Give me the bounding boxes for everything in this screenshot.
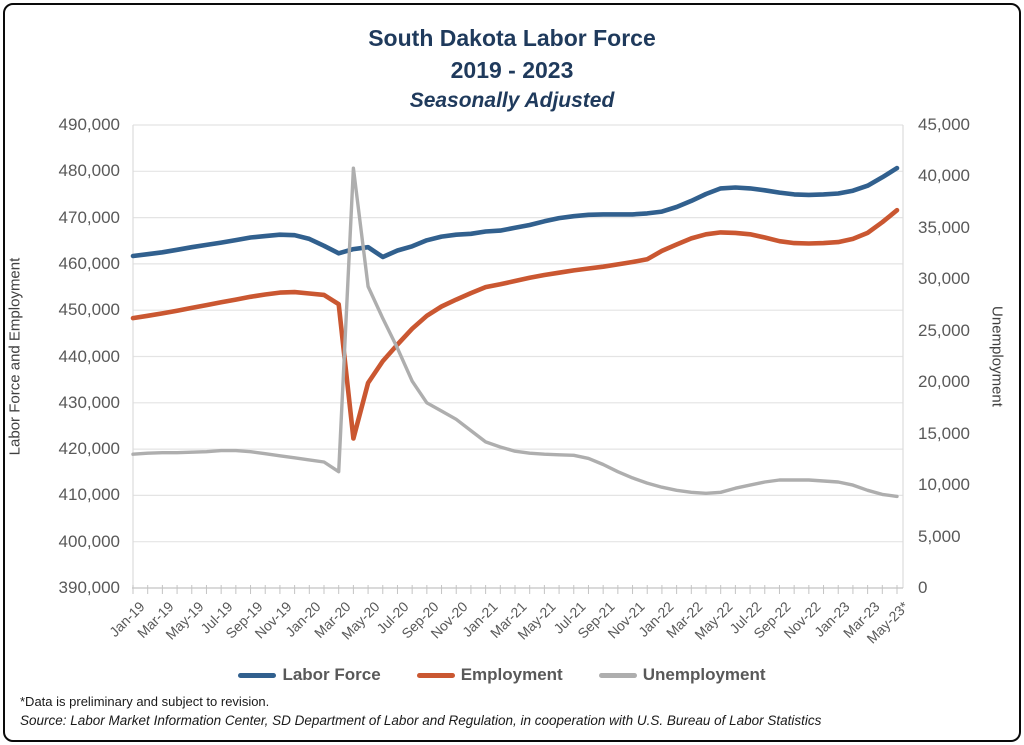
left-axis-tick-label: 470,000 <box>58 207 120 227</box>
left-axis-title: Labor Force and Employment <box>6 257 24 456</box>
chart-subtitle-seasonal: Seasonally Adjusted <box>409 89 615 112</box>
left-axis-tick-label: 400,000 <box>58 531 120 551</box>
unemployment-line <box>131 166 899 499</box>
labor-force-line-swatch <box>238 672 277 678</box>
legend-item-labor-force: Labor Force <box>238 665 381 685</box>
right-axis-tick-label: 30,000 <box>918 269 970 289</box>
left-axis-tick-label: 490,000 <box>58 115 120 134</box>
employment-line-swatch <box>416 672 455 678</box>
legend-item-employment: Employment <box>416 665 563 685</box>
right-axis-tick-label: 5,000 <box>918 526 961 546</box>
plot-area-svg <box>130 124 904 594</box>
left-axis-tick-label: 430,000 <box>58 392 120 412</box>
unemployment-line-swatch <box>598 672 637 678</box>
right-axis-tick-label: 0 <box>918 578 928 597</box>
right-axis-tick-label: 10,000 <box>918 475 970 495</box>
left-axis-tick-label: 450,000 <box>58 300 120 320</box>
left-axis-tick-label: 410,000 <box>58 485 120 505</box>
left-axis-tick-label: 460,000 <box>58 253 120 273</box>
legend-label-unemployment: Unemployment <box>642 665 766 684</box>
footnote-source: Source: Labor Market Information Center,… <box>20 713 822 728</box>
chart-title: South Dakota Labor Force <box>368 25 656 51</box>
left-axis-tick-label: 390,000 <box>58 578 120 597</box>
right-axis-title: Unemployment <box>988 306 1006 407</box>
right-axis-tick-label: 20,000 <box>918 372 970 392</box>
legend-label-employment: Employment <box>460 665 563 684</box>
chart-title-block: South Dakota Labor Force 2019 - 2023 Sea… <box>0 22 1024 116</box>
chart-subtitle: 2019 - 2023 <box>450 57 574 83</box>
left-axis-tick-label: 480,000 <box>58 161 120 181</box>
right-axis-tick-label: 45,000 <box>918 115 970 134</box>
right-axis-tick-label: 25,000 <box>918 320 970 340</box>
footnotes: *Data is preliminary and subject to revi… <box>20 692 1000 731</box>
left-axis-tick-label: 440,000 <box>58 346 120 366</box>
legend-item-unemployment: Unemployment <box>598 665 766 685</box>
right-axis-tick-label: 40,000 <box>918 166 970 186</box>
footnote-preliminary: *Data is preliminary and subject to revi… <box>20 694 270 709</box>
employment-line <box>130 207 900 441</box>
labor-force-line <box>130 165 900 260</box>
chart-legend: Labor Force Employment Unemployment <box>0 665 1004 685</box>
right-axis-tick-label: 15,000 <box>918 423 970 443</box>
right-axis-tick-label: 35,000 <box>918 217 970 237</box>
legend-label-labor-force: Labor Force <box>282 665 381 684</box>
left-axis-tick-label: 420,000 <box>58 439 120 459</box>
